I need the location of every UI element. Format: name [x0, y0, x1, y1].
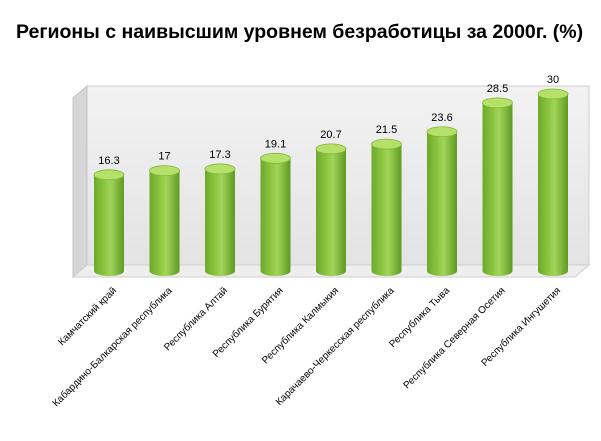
- data-label: 20.7: [320, 129, 341, 141]
- bar-top: [426, 126, 458, 138]
- bar: [427, 131, 457, 276]
- bar: [316, 148, 346, 276]
- bar-top: [93, 169, 125, 181]
- data-label: 30: [547, 74, 559, 86]
- bar: [538, 94, 568, 276]
- bar: [260, 158, 291, 276]
- bar-top: [149, 165, 180, 177]
- tick-label: Республика Северная Осетия: [401, 285, 508, 392]
- bar: [94, 174, 124, 276]
- tick-label: Камчатский край: [56, 285, 119, 348]
- bar: [482, 102, 513, 276]
- side-wall: [72, 84, 88, 279]
- chart-title: Регионы с наивысшим уровнем безработицы …: [16, 21, 584, 43]
- bar-top: [371, 138, 402, 150]
- bar-top: [260, 152, 291, 164]
- data-label: 16.3: [98, 155, 119, 167]
- data-label: 17.3: [209, 149, 230, 161]
- data-label: 19.1: [265, 138, 286, 150]
- bar: [205, 168, 235, 276]
- bar: [371, 144, 402, 276]
- data-label: 17: [158, 151, 170, 163]
- bar-top: [537, 88, 569, 100]
- bar: [149, 170, 180, 276]
- bar-top: [204, 163, 236, 175]
- data-label: 21.5: [376, 124, 397, 136]
- tick-label: Кабардино-Балкарская республика: [50, 284, 175, 409]
- tick-label: Карачаево-Черкесская республика: [273, 284, 397, 408]
- data-label: 28.5: [487, 83, 508, 95]
- tick-label: Республика Тыва: [387, 284, 453, 350]
- bar-top: [482, 97, 513, 109]
- data-label: 23.6: [431, 112, 452, 124]
- bar-top: [315, 143, 347, 155]
